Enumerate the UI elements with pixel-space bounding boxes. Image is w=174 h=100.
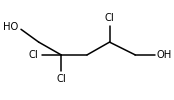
Text: HO: HO [3,22,18,32]
Text: Cl: Cl [105,13,114,23]
Text: Cl: Cl [29,50,39,60]
Text: OH: OH [156,50,171,60]
Text: Cl: Cl [56,74,66,84]
